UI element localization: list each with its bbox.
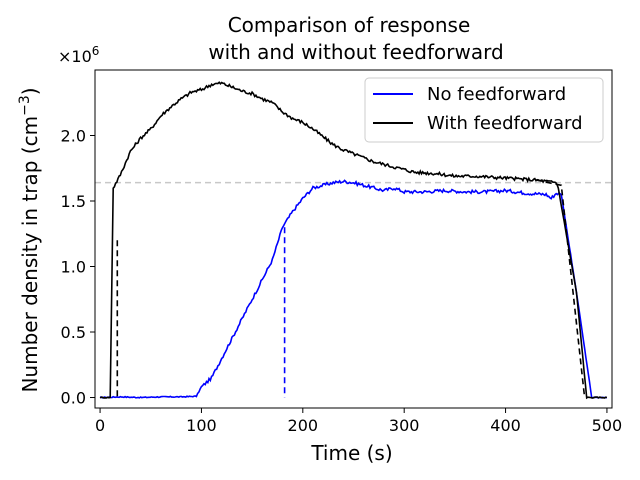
plot-content [95,81,612,400]
chart-title: Comparison of response with and without … [208,13,503,64]
chart-title-line1: Comparison of response [228,13,471,37]
y-offset-label: ×106 [58,44,99,66]
legend-label-no-feedforward: No feedforward [427,84,566,105]
x-tick-label: 100 [186,416,217,435]
ticks: 0 100 200 300 400 500 0.0 0.5 1.0 1.5 2.0 [61,127,623,435]
x-tick-label: 500 [592,416,623,435]
series-line-with-feedforward [99,81,608,400]
y-tick-label: 2.0 [61,127,86,146]
x-tick-label: 300 [389,416,420,435]
y-axis-label: Number density in trap (cm−3) [17,87,42,392]
y-tick-label: 0.0 [61,389,86,408]
series-line-no-feedforward [100,179,608,399]
y-tick-label: 0.5 [61,323,86,342]
x-tick-label: 400 [490,416,521,435]
x-tick-label: 0 [95,416,105,435]
legend-box [364,77,604,143]
dashed-marker-2 [535,179,586,398]
chart-title-line2: with and without feedforward [208,40,503,64]
axes-frame [94,69,613,409]
legend-label-with-feedforward: With feedforward [427,113,583,134]
y-tick-label: 1.0 [61,258,86,277]
x-tick-label: 200 [288,416,319,435]
x-axis-label: Time (s) [310,441,392,465]
y-tick-label: 1.5 [61,192,86,211]
legend: No feedforward With feedforward [364,77,604,143]
